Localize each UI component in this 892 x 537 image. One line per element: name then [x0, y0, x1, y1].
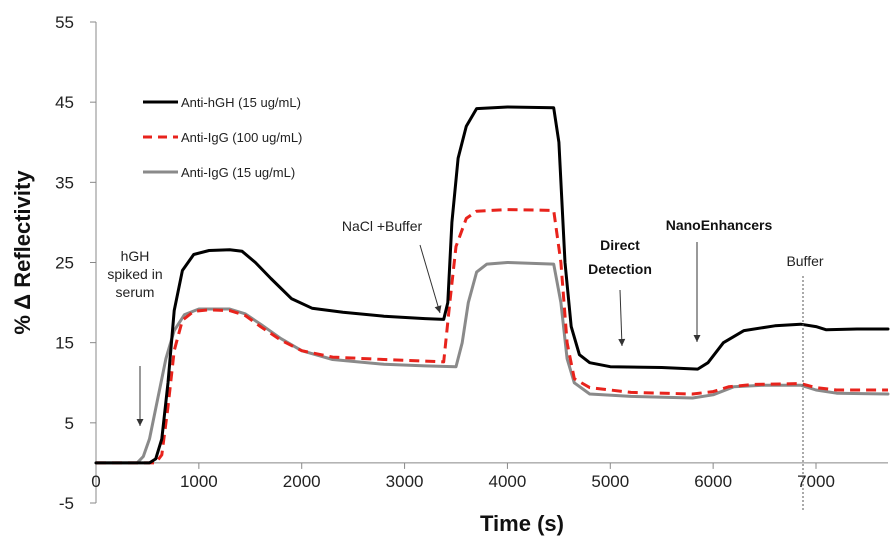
legend-label-0: Anti-hGH (15 ug/mL) — [181, 95, 301, 110]
y-axis-ticks: -5 5 15 25 35 45 55 — [55, 13, 96, 513]
y-tick-label: 15 — [55, 334, 74, 353]
x-tick-label: 4000 — [489, 472, 527, 491]
series-line-0 — [94, 105, 890, 465]
x-tick-label: 5000 — [591, 472, 629, 491]
series-line-2 — [94, 261, 890, 465]
x-tick-label: 2000 — [283, 472, 321, 491]
y-tick-label: 45 — [55, 93, 74, 112]
legend: Anti-hGH (15 ug/mL) Anti-IgG (100 ug/mL) A… — [143, 95, 302, 180]
legend-label-1: Anti-IgG (100 ug/mL) — [181, 130, 302, 145]
annotation-label-0: hGH spiked in serum — [107, 248, 162, 300]
x-tick-label: 1000 — [180, 472, 218, 491]
annotation-label-4: Buffer — [786, 253, 823, 269]
x-axis-title: Time (s) — [480, 511, 564, 536]
y-tick-label: 5 — [65, 414, 74, 433]
annotation-arrowhead-3 — [693, 335, 701, 342]
y-axis-title: % Δ Reflectivity — [10, 170, 35, 335]
annotation-label-2: Direct Detection — [588, 237, 652, 277]
x-tick-label: 0 — [91, 472, 100, 491]
annotation-arrowhead-2 — [618, 338, 626, 346]
series-lines — [94, 105, 890, 465]
annotation-arrowhead-1 — [434, 305, 442, 313]
x-tick-label: 3000 — [386, 472, 424, 491]
annotation-arrow-2 — [619, 289, 623, 347]
y-tick-label: 55 — [55, 13, 74, 32]
x-tick-label: 6000 — [694, 472, 732, 491]
annotation-arrowhead-0 — [136, 419, 144, 426]
annotation-label-1: NaCl +Buffer — [342, 218, 423, 234]
annotation-label-3: NanoEnhancers — [666, 217, 773, 233]
annotation-arrow-1 — [419, 244, 441, 314]
y-tick-label: -5 — [59, 494, 74, 513]
x-axis-ticks: 0 1000 2000 3000 4000 5000 6000 7000 — [91, 462, 835, 491]
series-line-1 — [96, 208, 888, 465]
legend-label-2: Anti-IgG (15 ug/mL) — [181, 165, 295, 180]
x-tick-label: 7000 — [797, 472, 835, 491]
annotations: hGH spiked in serum NaCl +Buffer Direct Detec… — [107, 217, 824, 510]
y-tick-label: 35 — [55, 173, 74, 192]
y-tick-label: 25 — [55, 254, 74, 273]
